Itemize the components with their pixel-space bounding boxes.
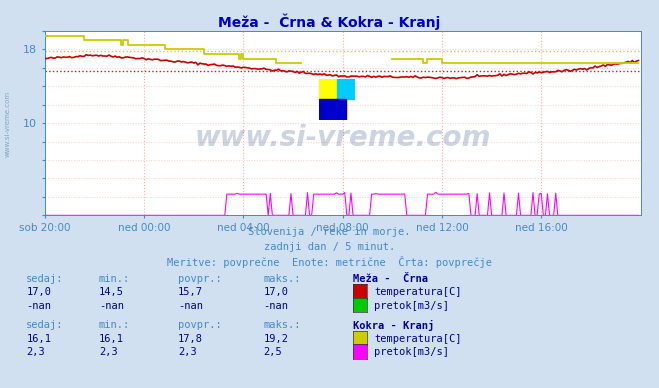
Text: -nan: -nan [264,301,289,311]
Text: 17,0: 17,0 [26,287,51,297]
Text: -nan: -nan [26,301,51,311]
Text: 2,3: 2,3 [99,347,117,357]
Text: Meža -  Črna & Kokra - Kranj: Meža - Črna & Kokra - Kranj [218,14,441,30]
Text: zadnji dan / 5 minut.: zadnji dan / 5 minut. [264,242,395,252]
Text: maks.:: maks.: [264,320,301,330]
Text: Kokra - Kranj: Kokra - Kranj [353,320,434,331]
Text: min.:: min.: [99,274,130,284]
Text: 17,0: 17,0 [264,287,289,297]
Text: temperatura[C]: temperatura[C] [374,334,462,344]
Text: 2,3: 2,3 [26,347,45,357]
Text: 15,7: 15,7 [178,287,203,297]
Text: 16,1: 16,1 [99,334,124,344]
Text: povpr.:: povpr.: [178,320,221,330]
Text: Slovenija / reke in morje.: Slovenija / reke in morje. [248,227,411,237]
Text: sedaj:: sedaj: [26,274,64,284]
Text: 2,3: 2,3 [178,347,196,357]
Bar [337,79,355,99]
Text: -nan: -nan [178,301,203,311]
Text: 2,5: 2,5 [264,347,282,357]
Text: www.si-vreme.com: www.si-vreme.com [5,91,11,157]
Text: sedaj:: sedaj: [26,320,64,330]
Text: pretok[m3/s]: pretok[m3/s] [374,347,449,357]
Text: -nan: -nan [99,301,124,311]
Text: 14,5: 14,5 [99,287,124,297]
Text: pretok[m3/s]: pretok[m3/s] [374,301,449,311]
Text: 19,2: 19,2 [264,334,289,344]
Text: temperatura[C]: temperatura[C] [374,287,462,297]
Bar [319,79,337,99]
Text: Meritve: povprečne  Enote: metrične  Črta: povprečje: Meritve: povprečne Enote: metrične Črta:… [167,256,492,268]
Text: 16,1: 16,1 [26,334,51,344]
Text: 17,8: 17,8 [178,334,203,344]
Text: povpr.:: povpr.: [178,274,221,284]
Bar [319,99,346,120]
Text: maks.:: maks.: [264,274,301,284]
Text: www.si-vreme.com: www.si-vreme.com [194,124,491,152]
Text: Meža -  Črna: Meža - Črna [353,274,428,284]
Text: min.:: min.: [99,320,130,330]
